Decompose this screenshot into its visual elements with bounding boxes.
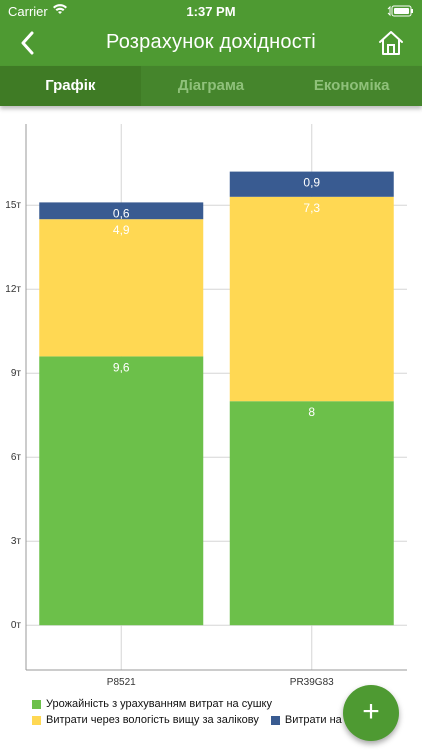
y-tick-label: 6т — [11, 452, 22, 463]
add-button[interactable]: + — [343, 685, 399, 741]
legend-swatch — [270, 715, 280, 725]
legend-item-moisture-loss: Витрати через вологість вищу за залікову — [32, 714, 259, 726]
y-tick-label: 9т — [11, 368, 22, 379]
battery-icon — [384, 5, 414, 20]
legend-label: Урожайність з урахуванням витрат на сушк… — [46, 698, 272, 710]
navigation-bar: Розрахунок дохідності — [0, 22, 422, 66]
bar-segment — [39, 356, 204, 626]
tab-economics[interactable]: Економіка — [313, 77, 390, 94]
page-title: Розрахунок дохідності — [106, 31, 316, 53]
bar-segment — [229, 196, 394, 402]
y-tick-label: 15т — [5, 200, 21, 211]
bar-value-label: 0,9 — [303, 176, 320, 190]
legend-swatch — [32, 715, 41, 725]
chart-legend: Урожайність з урахуванням витрат на сушк… — [32, 696, 387, 728]
legend-label: Витрати через вологість вищу за залікову — [46, 714, 259, 726]
chevron-left-icon[interactable] — [20, 31, 34, 60]
legend-item-yield: Урожайність з урахуванням витрат на сушк… — [32, 698, 272, 710]
y-tick-label: 0т — [11, 620, 22, 631]
tab-chart[interactable]: Графік — [0, 66, 141, 106]
tab-bar: Графік Діаграма Економіка — [0, 66, 422, 106]
status-bar: Carrier 1:37 PM — [0, 0, 422, 22]
x-tick-label: PR39G83 — [290, 677, 334, 688]
bar-segment — [39, 202, 204, 220]
bar-value-label: 0,6 — [113, 206, 130, 220]
bar-segment — [229, 171, 394, 197]
legend-swatch — [32, 699, 41, 709]
home-icon[interactable] — [378, 30, 404, 61]
chart-area: 0т 3т 6т 9т 12т 15т 9,6 4,9 0,6 P8521 8 7,3 0,9 PR39G… — [0, 106, 422, 750]
tab-diagram[interactable]: Діаграма — [177, 77, 245, 94]
y-tick-label: 3т — [11, 536, 22, 547]
x-tick-label: P8521 — [107, 677, 136, 688]
clock: 1:37 PM — [186, 4, 236, 19]
stacked-bar-chart: 0т 3т 6т 9т 12т 15т 9,6 4,9 0,6 P8521 8 7,3 0,9 PR39G… — [5, 124, 407, 688]
bar-value-label: 7,3 — [303, 201, 320, 215]
wifi-icon — [52, 3, 68, 18]
bar-segment — [229, 401, 394, 626]
bar-value-label: 4,9 — [113, 223, 130, 237]
bar-segment — [39, 219, 204, 357]
bar-value-label: 9,6 — [113, 360, 130, 374]
bar-value-label: 8 — [308, 405, 315, 419]
carrier-label: Carrier — [8, 4, 48, 19]
y-tick-label: 12т — [5, 284, 21, 295]
